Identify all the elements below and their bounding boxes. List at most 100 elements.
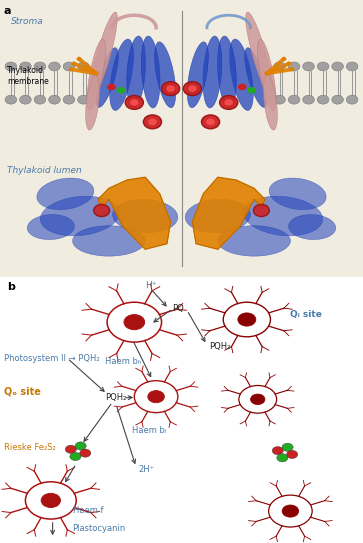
Circle shape xyxy=(201,115,220,129)
Ellipse shape xyxy=(229,39,253,110)
Text: H⁺: H⁺ xyxy=(145,281,156,290)
Circle shape xyxy=(282,505,299,517)
Ellipse shape xyxy=(27,214,74,239)
Ellipse shape xyxy=(218,226,290,256)
Circle shape xyxy=(282,443,293,451)
Circle shape xyxy=(183,81,201,96)
Circle shape xyxy=(5,95,17,104)
Circle shape xyxy=(281,57,286,61)
Circle shape xyxy=(289,67,294,71)
Polygon shape xyxy=(98,177,171,249)
Circle shape xyxy=(41,494,61,508)
Ellipse shape xyxy=(37,178,94,210)
Text: Thylakoid lumen: Thylakoid lumen xyxy=(7,166,82,175)
Circle shape xyxy=(250,394,265,405)
Text: Stroma: Stroma xyxy=(11,17,44,26)
Circle shape xyxy=(20,62,31,71)
Circle shape xyxy=(220,96,238,109)
Text: Qᵢ site: Qᵢ site xyxy=(290,310,322,319)
Ellipse shape xyxy=(40,196,119,236)
Circle shape xyxy=(303,62,314,71)
Circle shape xyxy=(20,95,31,104)
Text: Plastocyanin: Plastocyanin xyxy=(73,525,126,533)
Circle shape xyxy=(317,62,329,71)
Text: Photosystem II → PQH₂: Photosystem II → PQH₂ xyxy=(4,353,99,363)
Text: PQH₂: PQH₂ xyxy=(105,394,127,402)
Circle shape xyxy=(69,67,74,71)
Circle shape xyxy=(34,95,46,104)
Ellipse shape xyxy=(289,214,336,239)
Circle shape xyxy=(346,95,358,104)
Circle shape xyxy=(238,84,246,90)
Ellipse shape xyxy=(203,36,222,108)
Ellipse shape xyxy=(127,36,146,108)
Circle shape xyxy=(166,85,175,92)
Circle shape xyxy=(277,454,288,462)
Circle shape xyxy=(80,449,91,457)
Text: Qₒ site: Qₒ site xyxy=(4,386,41,396)
Ellipse shape xyxy=(185,199,250,233)
Circle shape xyxy=(107,84,116,90)
Circle shape xyxy=(75,442,86,450)
Ellipse shape xyxy=(113,199,178,233)
Text: 2H⁺: 2H⁺ xyxy=(138,465,154,475)
Circle shape xyxy=(117,87,125,93)
Circle shape xyxy=(303,95,314,104)
Circle shape xyxy=(253,204,269,217)
Text: PQ: PQ xyxy=(172,305,184,313)
Circle shape xyxy=(124,314,144,330)
Text: Thylakoid
membrane: Thylakoid membrane xyxy=(7,66,49,86)
Ellipse shape xyxy=(96,48,118,108)
Ellipse shape xyxy=(258,39,276,110)
Ellipse shape xyxy=(264,75,277,130)
Circle shape xyxy=(286,62,291,66)
Circle shape xyxy=(247,87,256,93)
Circle shape xyxy=(332,62,343,71)
Circle shape xyxy=(63,95,75,104)
Text: Haem bₕ: Haem bₕ xyxy=(105,357,142,366)
Circle shape xyxy=(287,450,298,458)
Circle shape xyxy=(346,62,358,71)
Ellipse shape xyxy=(110,39,134,110)
Circle shape xyxy=(78,62,89,71)
Ellipse shape xyxy=(155,42,176,108)
Circle shape xyxy=(34,62,46,71)
Text: Haem bₗ: Haem bₗ xyxy=(132,426,166,435)
Circle shape xyxy=(130,99,139,106)
Circle shape xyxy=(70,452,81,460)
Circle shape xyxy=(274,62,285,71)
Ellipse shape xyxy=(141,36,160,108)
Circle shape xyxy=(5,62,17,71)
Polygon shape xyxy=(192,177,265,249)
Ellipse shape xyxy=(73,226,145,256)
Ellipse shape xyxy=(244,196,323,236)
Circle shape xyxy=(162,81,180,96)
Circle shape xyxy=(72,62,77,66)
Text: b: b xyxy=(7,282,15,292)
Circle shape xyxy=(188,85,197,92)
Circle shape xyxy=(49,95,60,104)
Text: Haem f: Haem f xyxy=(73,506,103,515)
Text: Rieske Fe₂S₂: Rieske Fe₂S₂ xyxy=(4,443,56,452)
Ellipse shape xyxy=(90,12,117,99)
Circle shape xyxy=(272,446,284,454)
Circle shape xyxy=(148,390,164,403)
Circle shape xyxy=(238,313,256,326)
Text: PQH₂: PQH₂ xyxy=(209,342,230,351)
Ellipse shape xyxy=(217,36,236,108)
Circle shape xyxy=(317,95,329,104)
Ellipse shape xyxy=(86,75,99,130)
Circle shape xyxy=(143,115,162,129)
Circle shape xyxy=(65,445,76,453)
Circle shape xyxy=(148,118,157,125)
Ellipse shape xyxy=(187,42,208,108)
Circle shape xyxy=(125,96,143,109)
Circle shape xyxy=(206,118,215,125)
Ellipse shape xyxy=(87,39,105,110)
Circle shape xyxy=(288,62,300,71)
Circle shape xyxy=(63,62,75,71)
Circle shape xyxy=(288,95,300,104)
Circle shape xyxy=(78,95,89,104)
Circle shape xyxy=(94,204,110,217)
Ellipse shape xyxy=(269,178,326,210)
